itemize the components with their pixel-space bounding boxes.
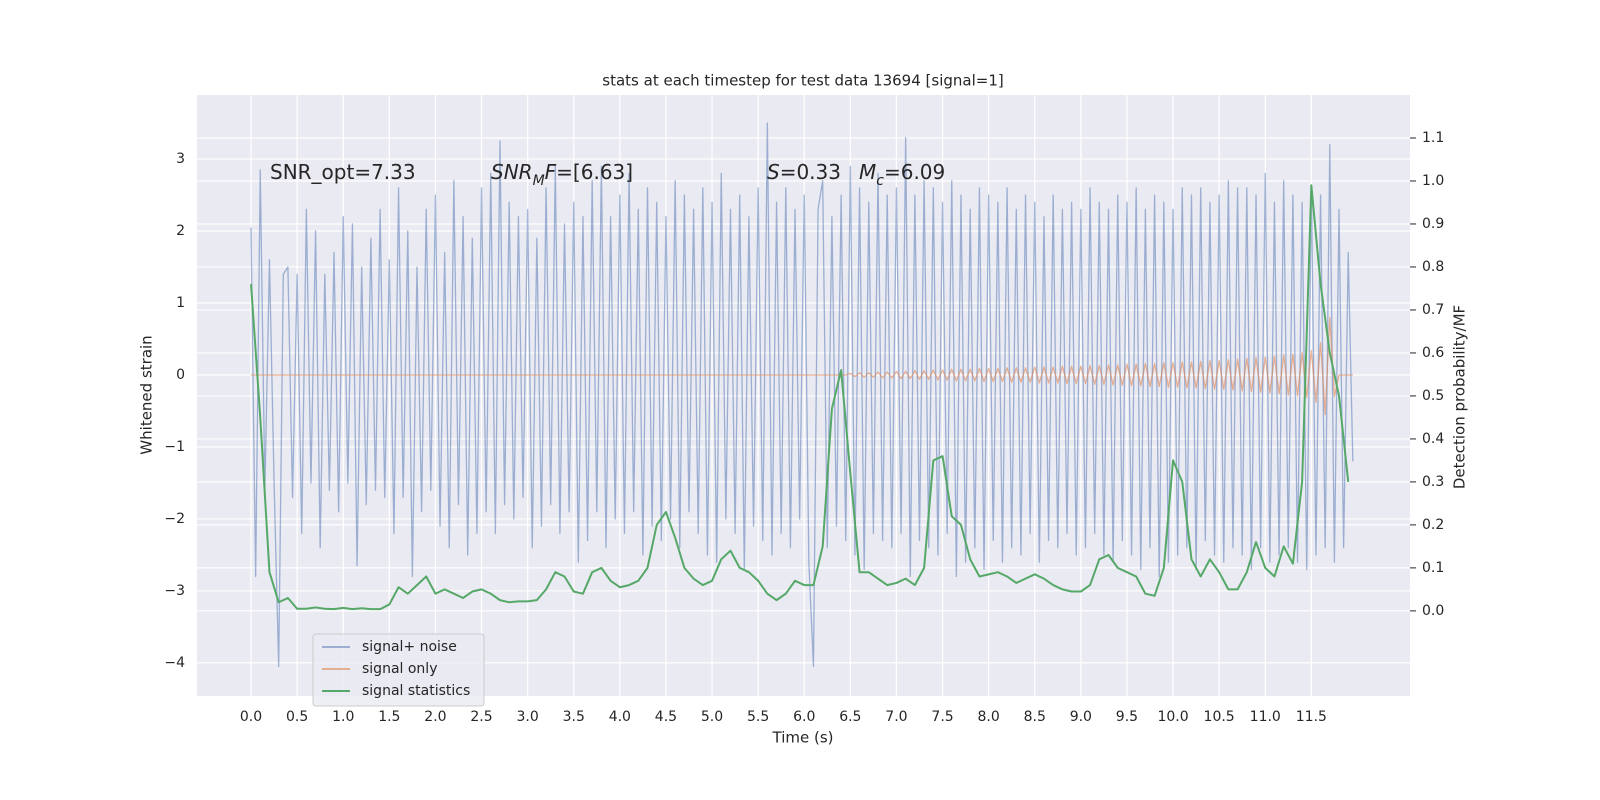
x-tick-label: 8.5 <box>1024 709 1046 725</box>
y2-tick-label: 0.1 <box>1422 560 1444 576</box>
series-line <box>250 184 1350 611</box>
plot-lines <box>250 122 1354 668</box>
legend-label: signal+ noise <box>362 639 457 655</box>
annotation-part: M <box>859 160 876 184</box>
grid <box>197 95 1410 696</box>
x-tick-label: 2.5 <box>470 709 492 725</box>
x-axis-label: Time (s) <box>772 729 834 747</box>
x-tick-label: 6.5 <box>839 709 861 725</box>
y-tick-label: 0 <box>176 367 185 383</box>
y2-tick-label: 0.4 <box>1422 431 1444 447</box>
y2-tick-label: 0.8 <box>1422 259 1444 275</box>
y-tick-label: −4 <box>164 655 185 671</box>
x-tick-label: 2.0 <box>424 709 446 725</box>
annotation-part: SNR <box>491 160 533 184</box>
x-tick-label: 10.5 <box>1204 709 1235 725</box>
legend-label: signal only <box>362 661 437 677</box>
y2-tick-label: 0.3 <box>1422 474 1444 490</box>
x-tick-label: 1.0 <box>332 709 354 725</box>
annotation-part: c <box>876 173 884 189</box>
labels: −4 −3 −2 −1 0 1 2 3 0.0 0.1 0.2 0.3 0.4 0.5 0.6 0.7 0.8 0… <box>164 130 1444 725</box>
x-tick-label: 8.0 <box>978 709 1000 725</box>
x-tick-label: 5.5 <box>747 709 769 725</box>
x-tick-label: 7.5 <box>931 709 953 725</box>
x-tick-label: 4.5 <box>655 709 677 725</box>
x-tick-label: 9.5 <box>1116 709 1138 725</box>
annotation: SNRMF=[6.63] <box>491 160 633 190</box>
x-tick-label: 11.0 <box>1250 709 1281 725</box>
annotation-part: =0.33 <box>780 160 841 184</box>
series-line <box>251 316 1353 416</box>
y-tick-label: −1 <box>164 439 185 455</box>
annotation-part: SNR_opt=7.33 <box>270 160 416 184</box>
x-tick-label: 0.0 <box>240 709 262 725</box>
y-tick-label: 2 <box>176 223 185 239</box>
y2-tick-label: 1.1 <box>1422 130 1444 146</box>
y2-tick-label: 0.5 <box>1422 388 1444 404</box>
y2-tick-label: 0.6 <box>1422 345 1444 361</box>
annotation: Mc=6.09 <box>859 160 945 190</box>
x-tick-label: 1.5 <box>378 709 400 725</box>
x-tick-label: 4.0 <box>609 709 631 725</box>
x-tick-label: 10.0 <box>1157 709 1188 725</box>
x-tick-label: 11.5 <box>1296 709 1327 725</box>
y2-tick-label: 1.0 <box>1422 173 1444 189</box>
annotation-part: =[6.63] <box>556 160 633 184</box>
chart-title: stats at each timestep for test data 136… <box>602 72 1003 90</box>
y2-tick-label: 0.7 <box>1422 302 1444 318</box>
x-tick-label: 6.0 <box>793 709 815 725</box>
x-tick-label: 0.5 <box>286 709 308 725</box>
x-tick-label: 3.5 <box>563 709 585 725</box>
legend: signal+ noise signal only signal statistic… <box>312 633 485 707</box>
annotation: SNR_opt=7.33 <box>270 160 416 184</box>
y-tick-label: 3 <box>176 151 185 167</box>
annotation: S=0.33 <box>767 160 841 184</box>
y-tick-label: −3 <box>164 583 185 599</box>
x-tick-label: 7.0 <box>885 709 907 725</box>
annotation-part: S <box>767 160 780 184</box>
y2-tick-label: 0.0 <box>1422 603 1444 619</box>
legend-box <box>312 633 485 707</box>
legend-label: signal statistics <box>362 683 470 699</box>
y2-tick-label: 0.9 <box>1422 216 1444 232</box>
x-tick-label: 3.0 <box>517 709 539 725</box>
y2-axis-label: Detection probability/MF <box>1451 305 1469 489</box>
annotation-part: =6.09 <box>884 160 945 184</box>
y-tick-label: −2 <box>164 511 185 527</box>
y2-tick-label: 0.2 <box>1422 517 1444 533</box>
annotation-part: M <box>533 173 545 189</box>
y-tick-label: 1 <box>176 295 185 311</box>
x-tick-label: 5.0 <box>701 709 723 725</box>
annotation-part: F <box>545 160 557 184</box>
x-tick-label: 9.0 <box>1070 709 1092 725</box>
y-axis-label: Whitened strain <box>138 335 156 454</box>
